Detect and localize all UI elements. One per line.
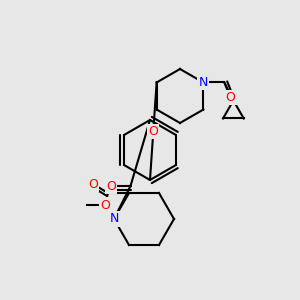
Text: N: N	[109, 212, 119, 226]
Text: O: O	[88, 178, 98, 190]
Text: O: O	[100, 199, 110, 212]
Text: N: N	[199, 76, 208, 89]
Text: O: O	[106, 179, 116, 193]
Text: O: O	[148, 125, 158, 138]
Text: O: O	[225, 91, 235, 104]
